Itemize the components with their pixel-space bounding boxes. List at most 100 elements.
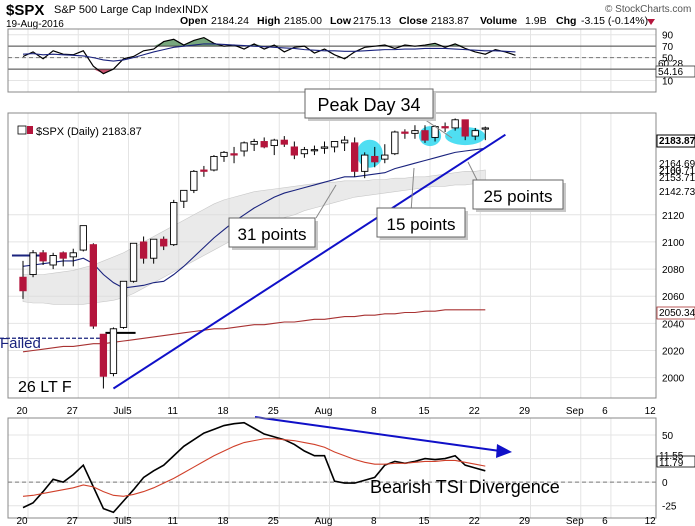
legend-up-swatch: [17, 125, 27, 135]
tsi-ytick: 50: [662, 431, 674, 442]
price-xtick: 18: [217, 406, 229, 417]
tsi-ytick: -25: [662, 502, 677, 513]
candle-body: [401, 131, 409, 134]
candle-body: [411, 130, 419, 134]
candle-body: [109, 328, 118, 375]
tsi-value-box: [656, 455, 695, 468]
annotation-31-points-box: [228, 217, 316, 248]
header-close-label: Close: [399, 15, 428, 27]
tsi-value-label: 11.55: [659, 451, 684, 462]
price-ytick: 2100: [662, 238, 685, 249]
header-open-label: Open: [180, 15, 207, 27]
rsi-ytick: 90: [662, 31, 674, 42]
candle-body: [361, 154, 369, 172]
candle-body: [391, 131, 399, 155]
annotation-25-points-box: [472, 179, 564, 210]
annotation-25-points: 25 points: [484, 187, 553, 206]
price-value-label: 2164.69: [659, 159, 695, 170]
index-name: S&P 500 Large Cap Index: [54, 4, 182, 16]
annotation-peak-day: Peak Day 34: [317, 95, 420, 115]
candle-body: [119, 280, 128, 328]
price-xtick: 22: [469, 406, 481, 417]
annotation-peak-day-box: [304, 88, 434, 119]
price-xtick: 15: [418, 406, 430, 417]
tsi-ytick: 0: [662, 478, 668, 489]
price-xtick: 29: [519, 406, 531, 417]
candle-body: [210, 155, 218, 171]
tsi-value-label: 11.79: [659, 458, 684, 469]
tsi-xtick: 12: [645, 516, 657, 526]
rsi-value-box: [655, 65, 695, 78]
candle-body: [260, 141, 268, 148]
candle-body: [99, 333, 108, 377]
header-high: 2185.00: [284, 15, 322, 27]
price-xtick: Jul5: [113, 406, 132, 417]
legend-down-swatch: [27, 126, 33, 134]
candle-body: [200, 169, 208, 172]
tsi-xtick: 29: [519, 516, 531, 526]
candle-body: [230, 153, 238, 156]
pointer-15: [410, 167, 415, 213]
candle-body: [461, 119, 469, 137]
price-ytick: 2120: [662, 211, 685, 222]
rsi-value-label: 60.28: [658, 59, 683, 70]
highlight-ellipse: [356, 139, 383, 168]
candle-body: [290, 146, 298, 156]
price-legend-label: $SPX (Daily) 2183.87: [36, 126, 142, 138]
candle-body: [149, 238, 158, 259]
candle-body: [270, 139, 278, 147]
candle-body: [250, 141, 258, 145]
candle-body: [139, 241, 148, 259]
candle-body: [170, 202, 178, 246]
candle-body: [371, 155, 379, 163]
candle-body: [340, 139, 349, 144]
pointer-31: [315, 184, 337, 219]
price-ytick: 2060: [662, 292, 685, 303]
candle-body: [320, 146, 329, 149]
exchange-label: INDX: [182, 4, 209, 16]
price-xtick: 11: [168, 406, 179, 417]
candle-body: [421, 130, 429, 141]
rsi-ytick: 50: [662, 54, 674, 65]
price-value-label: 2142.73: [659, 187, 695, 198]
watermark: © StockCharts.com: [605, 4, 691, 15]
candle-body: [79, 225, 87, 251]
support-trendline: [112, 133, 506, 390]
price-ytick: 2080: [662, 265, 685, 276]
header-chg: -3.15 (-0.14%): [581, 15, 648, 27]
header-close: 2183.87: [431, 15, 469, 27]
header-volume: 1.9B: [525, 15, 547, 27]
candle-body: [29, 252, 37, 275]
candle-body: [310, 149, 319, 152]
tsi-xtick: Aug: [315, 516, 333, 526]
price-value-label: 2163.71: [659, 166, 695, 177]
price-xtick: 12: [645, 406, 657, 417]
tsi-series-1: [22, 438, 486, 497]
price-last-box: [656, 134, 695, 148]
candle-body: [89, 244, 98, 327]
price-ytick: 2000: [662, 374, 685, 385]
annotation-15-points: 15 points: [387, 215, 456, 234]
candle-body: [451, 119, 459, 129]
price-xtick: Aug: [315, 406, 333, 417]
rsi-ytick: 70: [662, 42, 674, 53]
candle-body: [39, 252, 47, 262]
price-xtick: 8: [371, 406, 377, 417]
candle-body: [160, 238, 168, 247]
divergence-arrowhead-icon: [496, 444, 512, 458]
candle-body: [441, 126, 449, 129]
candle-body: [190, 170, 198, 191]
tsi-xtick: 6: [602, 516, 608, 526]
tsi-xtick: 22: [469, 516, 481, 526]
candle-body: [69, 252, 77, 258]
tsi-xtick: Sep: [566, 516, 584, 526]
candle-body: [351, 142, 359, 172]
price-value-label: 2183.87: [659, 136, 695, 147]
candle-body: [240, 142, 248, 152]
tsi-xtick: 18: [217, 516, 229, 526]
rsi-oversold-fill: [23, 69, 516, 74]
tsi-xtick: 15: [418, 516, 430, 526]
price-value-label: 2153.71: [659, 173, 695, 184]
rsi-series-0: [22, 36, 516, 75]
price-xtick: Sep: [566, 406, 584, 417]
